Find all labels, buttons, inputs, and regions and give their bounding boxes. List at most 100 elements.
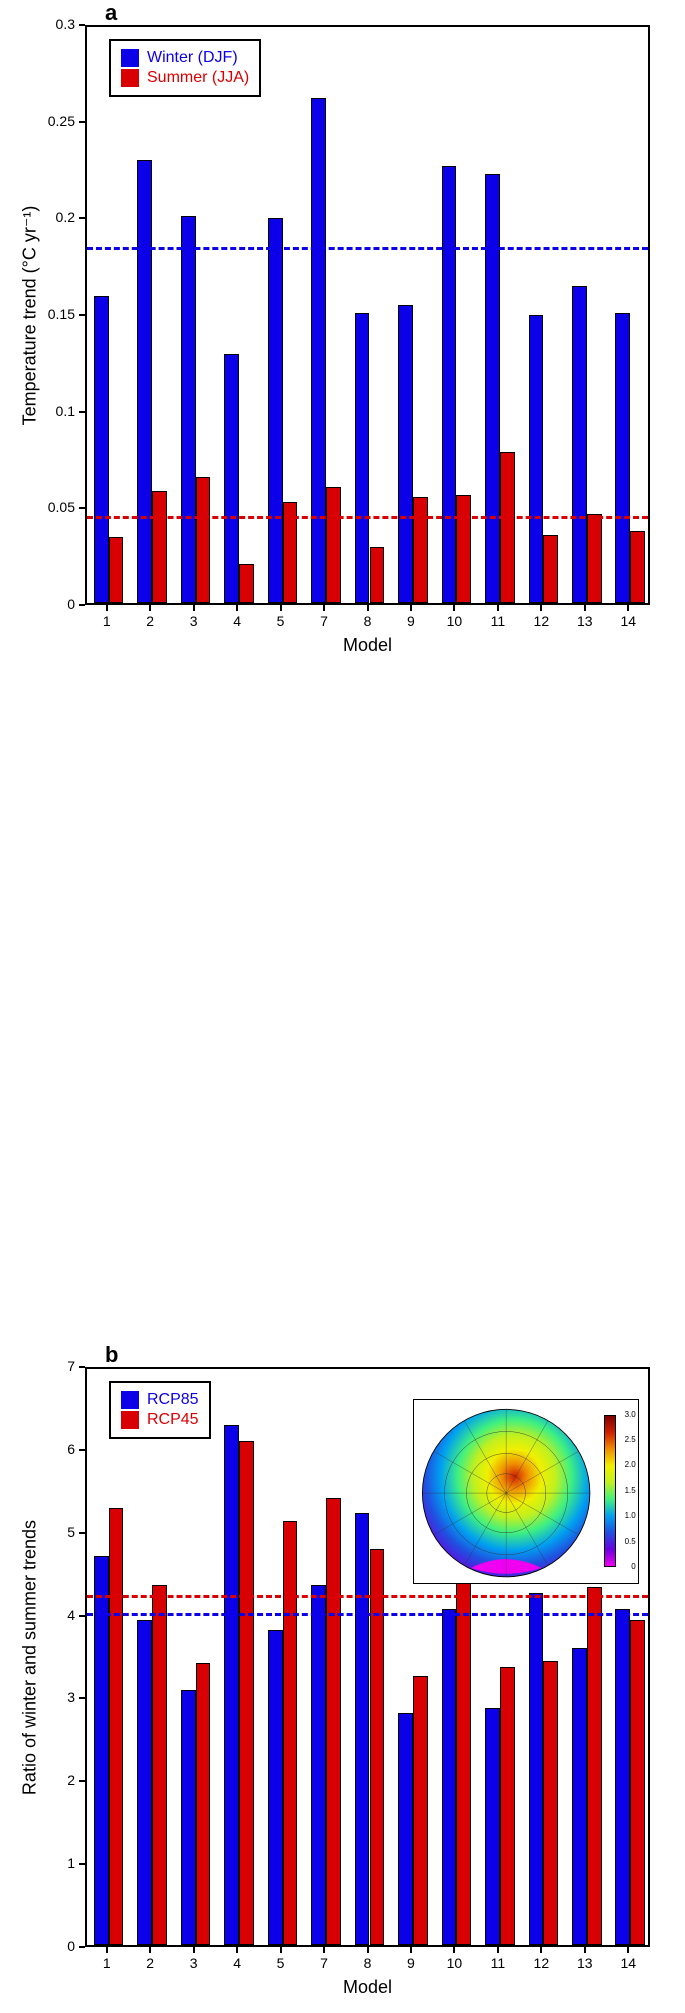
- xtick-label: 10: [439, 1955, 469, 1971]
- ytick-mark: [79, 411, 85, 413]
- bar: [587, 514, 602, 603]
- ytick-mark: [79, 217, 85, 219]
- ytick-label: 0: [0, 1938, 75, 1954]
- bar: [398, 305, 413, 603]
- bar: [224, 354, 239, 603]
- xtick-mark: [410, 605, 412, 611]
- inset-colorbar-tick: 3.0: [625, 1410, 636, 1419]
- polar-map-icon: [418, 1404, 594, 1582]
- bar: [485, 1708, 500, 1945]
- bar: [239, 1441, 254, 1945]
- inset-colorbar-tick: 2.0: [625, 1460, 636, 1469]
- mean-line: [87, 1595, 648, 1598]
- bar: [109, 1508, 124, 1945]
- ytick-mark: [79, 1946, 85, 1948]
- legend-swatch: [121, 49, 139, 67]
- bar: [326, 1498, 341, 1945]
- ytick-mark: [79, 121, 85, 123]
- bar: [630, 531, 645, 603]
- bar: [109, 537, 124, 603]
- xtick-label: 10: [439, 613, 469, 629]
- bar: [370, 547, 385, 603]
- xtick-mark: [540, 1947, 542, 1953]
- xtick-label: 14: [613, 613, 643, 629]
- bar: [615, 1609, 630, 1945]
- bar: [587, 1587, 602, 1945]
- xtick-label: 7: [309, 1955, 339, 1971]
- legend-swatch: [121, 1411, 139, 1429]
- mean-line: [87, 516, 648, 519]
- bar: [268, 1630, 283, 1945]
- xtick-label: 11: [483, 613, 513, 629]
- xtick-label: 13: [570, 1955, 600, 1971]
- xtick-label: 3: [179, 613, 209, 629]
- xtick-mark: [280, 605, 282, 611]
- xtick-label: 5: [266, 613, 296, 629]
- inset-colorbar-tick: 1.5: [625, 1486, 636, 1495]
- ytick-mark: [79, 507, 85, 509]
- xtick-mark: [367, 1947, 369, 1953]
- xtick-label: 9: [396, 613, 426, 629]
- panel-label: a: [105, 0, 117, 26]
- xtick-mark: [323, 1947, 325, 1953]
- bar: [268, 218, 283, 603]
- xtick-mark: [627, 1947, 629, 1953]
- inset-colorbar-tick: 0: [631, 1562, 635, 1571]
- inset-colorbar-tick: 2.5: [625, 1435, 636, 1444]
- legend-swatch: [121, 69, 139, 87]
- xtick-label: 12: [526, 613, 556, 629]
- bar: [311, 98, 326, 603]
- ytick-mark: [79, 1863, 85, 1865]
- xtick-label: 8: [353, 613, 383, 629]
- xtick-mark: [627, 605, 629, 611]
- bar: [500, 452, 515, 603]
- bar: [630, 1620, 645, 1945]
- bar: [543, 1661, 558, 1945]
- bar: [398, 1713, 413, 1945]
- ytick-mark: [79, 1615, 85, 1617]
- y-axis-label: Temperature trend (°C yr⁻¹): [20, 166, 41, 466]
- legend-text: RCP45: [147, 1411, 199, 1429]
- bar: [370, 1549, 385, 1945]
- xtick-label: 8: [353, 1955, 383, 1971]
- bar: [442, 1609, 457, 1945]
- bar: [456, 495, 471, 603]
- legend-row: RCP85: [121, 1391, 199, 1409]
- legend: Winter (DJF)Summer (JJA): [109, 39, 261, 97]
- bar: [543, 535, 558, 603]
- bar: [485, 174, 500, 603]
- xtick-mark: [149, 605, 151, 611]
- xtick-label: 12: [526, 1955, 556, 1971]
- ytick-mark: [79, 1366, 85, 1368]
- ytick-mark: [79, 1697, 85, 1699]
- bar: [355, 313, 370, 603]
- xtick-label: 11: [483, 1955, 513, 1971]
- xtick-label: 2: [135, 613, 165, 629]
- xtick-mark: [193, 1947, 195, 1953]
- inset-colorbar-tick: 0.5: [625, 1537, 636, 1546]
- bar: [181, 216, 196, 603]
- xtick-label: 1: [92, 1955, 122, 1971]
- xtick-mark: [453, 605, 455, 611]
- bar: [152, 1585, 167, 1945]
- xtick-mark: [497, 605, 499, 611]
- inset-map: 00.51.01.52.02.53.0: [413, 1399, 639, 1585]
- bar: [572, 1648, 587, 1945]
- ytick-label: 6: [0, 1441, 75, 1457]
- ytick-label: 7: [0, 1358, 75, 1374]
- bar: [196, 1663, 211, 1945]
- xtick-mark: [367, 605, 369, 611]
- bar: [529, 315, 544, 603]
- bar: [572, 286, 587, 603]
- legend-row: RCP45: [121, 1411, 199, 1429]
- ytick-mark: [79, 24, 85, 26]
- inset-colorbar: [604, 1415, 616, 1567]
- xtick-label: 5: [266, 1955, 296, 1971]
- ytick-label: 1: [0, 1855, 75, 1871]
- xtick-label: 1: [92, 613, 122, 629]
- bar: [181, 1690, 196, 1945]
- bar: [529, 1593, 544, 1945]
- ytick-mark: [79, 604, 85, 606]
- xtick-mark: [280, 1947, 282, 1953]
- bar: [224, 1425, 239, 1945]
